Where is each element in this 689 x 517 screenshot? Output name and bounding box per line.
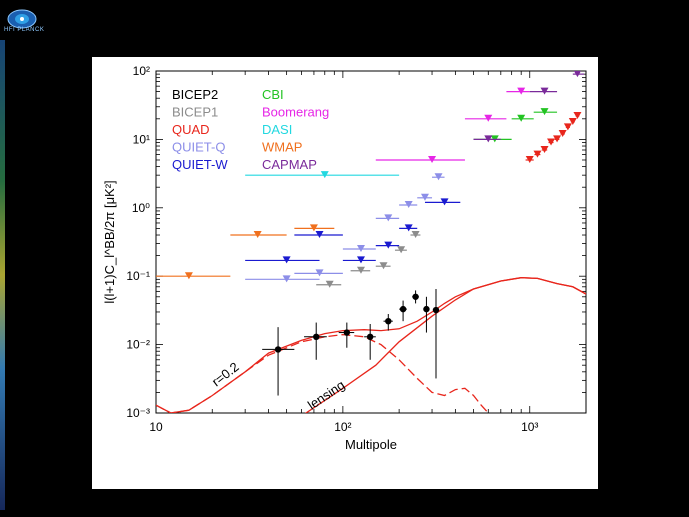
bicep2-point	[313, 333, 320, 341]
quad-upper-limit	[563, 123, 572, 131]
wmap-upper-limit	[184, 272, 193, 280]
legend-item-quad: QUAD	[172, 122, 210, 137]
capmap-upper-limit	[540, 87, 549, 95]
curve-total	[156, 277, 586, 413]
quad-upper-limit	[547, 138, 556, 146]
y-tick-label: 10¹	[133, 132, 150, 146]
bicep1-upper-limit	[411, 231, 420, 239]
bicep2-point	[343, 329, 351, 336]
bicep2-point	[366, 333, 374, 341]
bicep1-upper-limit	[397, 246, 406, 254]
quiet-q-upper-limit	[384, 214, 393, 222]
legend-item-wmap: WMAP	[262, 140, 302, 155]
boomerang-upper-limit	[428, 155, 437, 163]
quad-upper-limit	[540, 145, 549, 153]
y-tick-label: 10⁻³	[126, 406, 150, 420]
quad-upper-limit	[568, 117, 577, 125]
bicep2-point	[412, 293, 419, 300]
bicep2-point	[432, 306, 440, 314]
legend-item-quiet-q: QUIET-Q	[172, 140, 225, 155]
y-axis-label: l(l+1)C_l^BB/2π [μK²]	[102, 180, 117, 303]
legend-item-capmap: CAPMAP	[262, 157, 317, 172]
legend-item-quiet-w: QUIET-W	[172, 157, 228, 172]
bicep1-upper-limit	[356, 266, 365, 274]
x-axis-label: Multipole	[345, 437, 397, 452]
legend-item-dasi: DASI	[262, 122, 292, 137]
bicep1-upper-limit	[379, 262, 388, 270]
bicep2-point	[274, 346, 282, 353]
capmap-upper-limit	[484, 135, 493, 143]
quad-upper-limit	[573, 111, 582, 119]
wmap-upper-limit	[309, 224, 318, 232]
wmap-upper-limit	[253, 231, 262, 239]
bicep2-point	[385, 317, 392, 325]
quiet-w-upper-limit	[356, 256, 365, 264]
quiet-w-upper-limit	[282, 256, 291, 264]
quad-upper-limit	[533, 150, 542, 158]
dasi-upper-limit	[320, 171, 329, 179]
curve-label-lensing: lensing	[305, 377, 348, 412]
bb-power-spectrum-chart: 10 10² 10³ 10⁻³ 10⁻² 10⁻¹ 10⁰ 10¹ 10² Multipole l(…	[102, 64, 587, 452]
plot-area	[156, 71, 586, 413]
quiet-q-upper-limit	[282, 275, 291, 283]
x-tick-label: 10²	[334, 420, 351, 434]
logo-text: HFI PLANCK	[4, 27, 45, 33]
bicep2-point	[399, 305, 407, 313]
quiet-q-upper-limit	[434, 173, 443, 181]
y-tick-label: 10⁰	[132, 201, 150, 215]
legend-item-bicep2: BICEP2	[172, 87, 218, 102]
quiet-w-upper-limit	[440, 198, 449, 206]
quiet-q-upper-limit	[404, 200, 413, 208]
bicep1-upper-limit	[325, 280, 334, 288]
bicep2-point	[423, 305, 430, 313]
planck-logo-icon	[7, 9, 37, 29]
quiet-q-upper-limit	[315, 269, 324, 277]
quiet-w-upper-limit	[384, 241, 393, 249]
boomerang-upper-limit	[484, 114, 493, 122]
x-tick-label: 10	[149, 420, 163, 434]
cbi-upper-limit	[517, 114, 526, 122]
y-tick-label: 10⁻¹	[126, 269, 150, 283]
quiet-q-upper-limit	[356, 244, 365, 252]
quad-upper-limit	[558, 129, 567, 137]
curve-label-r: r=0.2	[209, 359, 242, 389]
cbi-upper-limit	[540, 108, 549, 116]
y-tick-label: 10²	[133, 64, 150, 78]
side-color-strip	[0, 40, 5, 510]
quad-upper-limit	[553, 135, 562, 143]
capmap-upper-limit	[573, 71, 581, 78]
quiet-q-upper-limit	[420, 193, 429, 201]
quad-upper-limit	[525, 155, 534, 163]
y-tick-label: 10⁻²	[126, 338, 150, 352]
quiet-w-upper-limit	[315, 231, 324, 239]
legend-item-bicep1: BICEP1	[172, 105, 218, 120]
legend-item-boomerang: Boomerang	[262, 105, 329, 120]
plot-frame	[155, 70, 587, 414]
chart-panel: 10 10² 10³ 10⁻³ 10⁻² 10⁻¹ 10⁰ 10¹ 10² Multipole l(…	[92, 57, 598, 489]
x-tick-label: 10³	[521, 420, 538, 434]
quiet-w-upper-limit	[404, 224, 413, 232]
boomerang-upper-limit	[517, 87, 526, 95]
legend-item-cbi: CBI	[262, 87, 284, 102]
